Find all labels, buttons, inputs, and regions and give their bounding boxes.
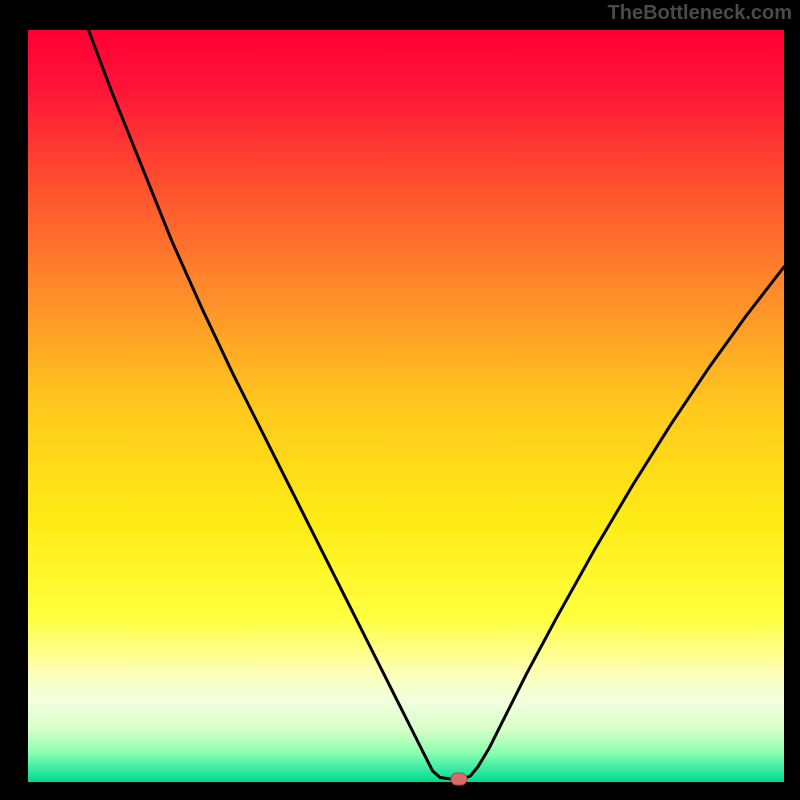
optimum-marker [451,773,467,785]
chart-container: TheBottleneck.com [0,0,800,800]
watermark-text: TheBottleneck.com [608,2,792,25]
chart-svg [0,0,800,800]
plot-background [28,30,784,782]
